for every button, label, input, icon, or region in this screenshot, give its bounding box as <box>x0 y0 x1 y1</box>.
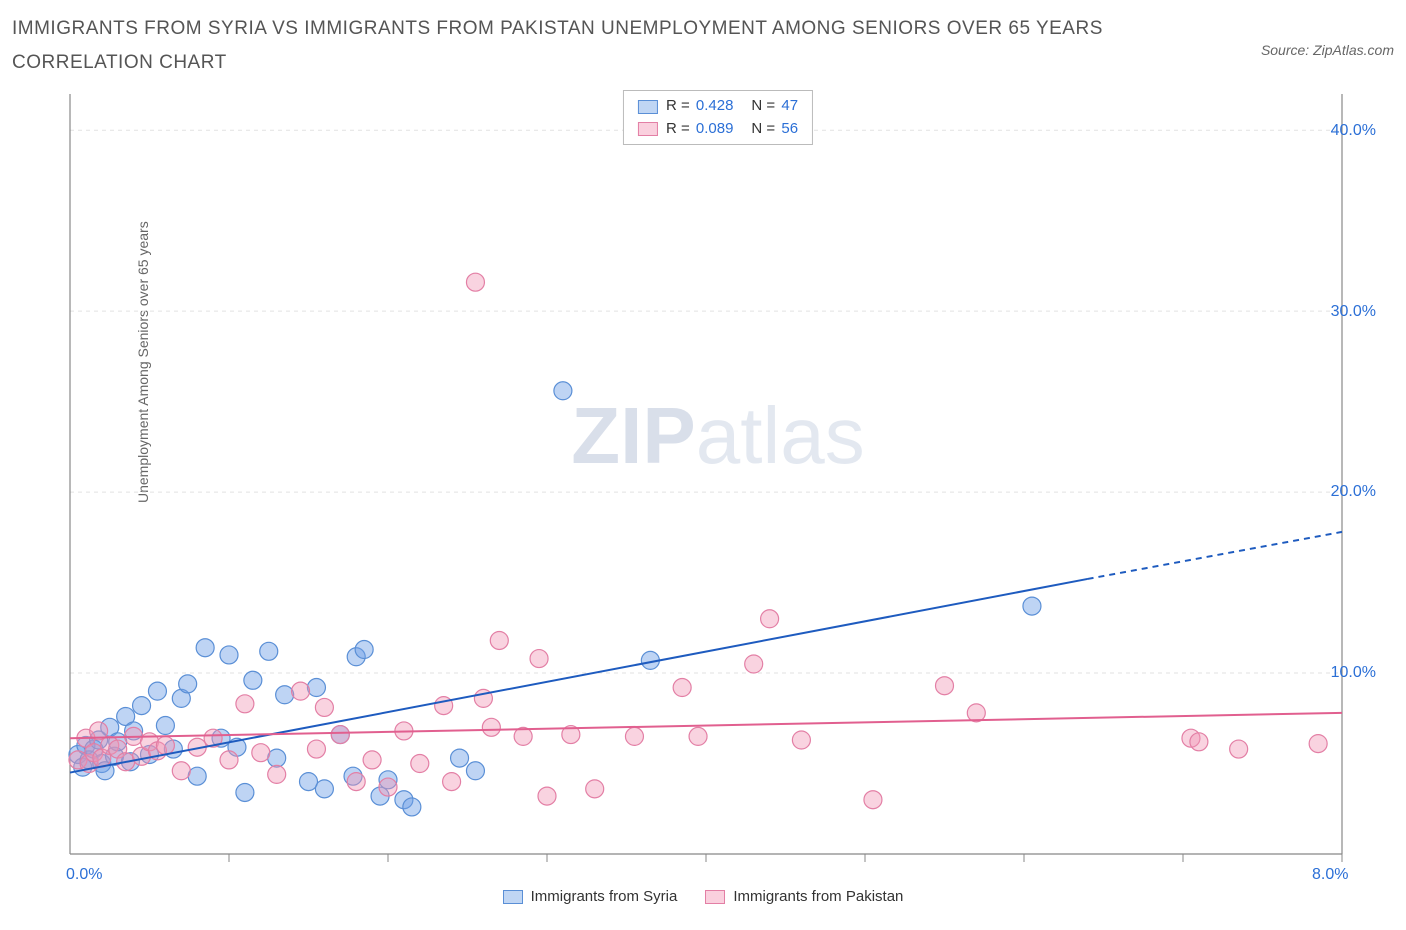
series-legend: Immigrants from Syria Immigrants from Pak… <box>12 888 1394 905</box>
legend-swatch <box>638 100 658 114</box>
y-tick-label: 40.0% <box>1331 122 1376 140</box>
series-legend-item: Immigrants from Syria <box>503 888 678 905</box>
series-legend-label: Immigrants from Syria <box>531 888 678 905</box>
legend-row: R = 0.428N = 47 <box>638 95 798 118</box>
chart-area: Unemployment Among Seniors over 65 years… <box>12 84 1394 905</box>
y-tick-label: 20.0% <box>1331 483 1376 501</box>
x-axis-max-label: 8.0% <box>1312 866 1348 884</box>
x-axis-min-label: 0.0% <box>66 866 102 884</box>
plot-container: ZIPatlas R = 0.428N = 47R = 0.089N = 56 … <box>62 84 1374 884</box>
y-tick-label: 30.0% <box>1331 303 1376 321</box>
correlation-legend: R = 0.428N = 47R = 0.089N = 56 <box>623 90 813 145</box>
legend-swatch <box>705 890 725 904</box>
legend-swatch <box>503 890 523 904</box>
series-legend-item: Immigrants from Pakistan <box>705 888 903 905</box>
legend-row: R = 0.089N = 56 <box>638 118 798 141</box>
series-legend-label: Immigrants from Pakistan <box>733 888 903 905</box>
y-tick-label: 10.0% <box>1331 664 1376 682</box>
legend-swatch <box>638 122 658 136</box>
source-credit: Source: ZipAtlas.com <box>1261 42 1394 58</box>
chart-title: IMMIGRANTS FROM SYRIA VS IMMIGRANTS FROM… <box>12 12 1132 80</box>
scatter-plot <box>62 84 1382 884</box>
